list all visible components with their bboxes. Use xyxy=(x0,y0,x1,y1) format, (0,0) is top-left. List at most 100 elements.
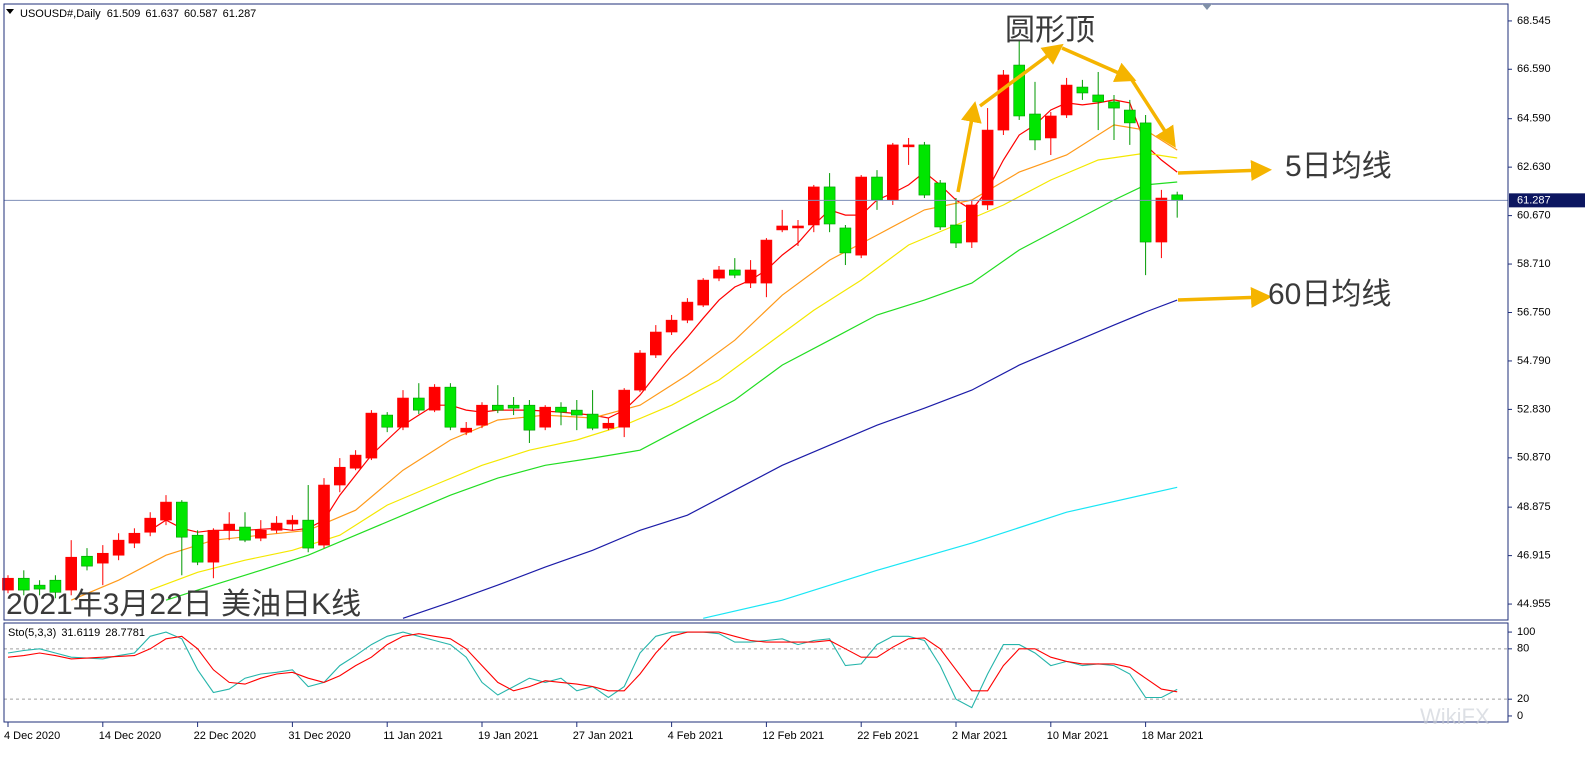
candle-body xyxy=(965,204,978,243)
y-tick-label: 50.870 xyxy=(1517,452,1551,464)
shift-marker[interactable] xyxy=(1202,4,1212,10)
candle-body xyxy=(412,397,425,411)
y-tick-label: 62.630 xyxy=(1517,161,1551,173)
candle-body xyxy=(807,186,820,226)
candle-body xyxy=(760,239,773,284)
candle-body xyxy=(286,519,299,525)
candle-body xyxy=(1092,94,1104,103)
close-value: 61.287 xyxy=(223,8,257,20)
candle-body xyxy=(618,389,631,428)
y-tick-label: 58.710 xyxy=(1517,258,1551,270)
oscillator-frame xyxy=(3,622,1509,723)
x-tick-label: 18 Mar 2021 xyxy=(1142,730,1204,742)
candle-body xyxy=(886,144,899,201)
candle-body xyxy=(649,331,662,356)
candle-body xyxy=(1139,122,1152,243)
candle-body xyxy=(918,144,931,196)
candle-body xyxy=(634,352,646,391)
y-tick-label: 0 xyxy=(1517,710,1523,722)
chart-title: 2021年3月22日 美油日K线 xyxy=(6,588,361,621)
candle-body xyxy=(207,529,220,563)
candle-body xyxy=(602,422,615,429)
x-tick-label: 11 Jan 2021 xyxy=(383,730,443,742)
x-tick-label: 12 Feb 2021 xyxy=(762,730,824,742)
candle-body xyxy=(460,427,473,433)
candle-body xyxy=(223,523,235,531)
candle-body xyxy=(17,577,30,591)
candle-body xyxy=(33,584,46,590)
candle-body xyxy=(744,269,757,284)
candle-body xyxy=(255,529,267,539)
y-tick-label: 68.545 xyxy=(1517,15,1551,27)
candle-body xyxy=(523,404,536,431)
candle-body xyxy=(318,484,330,546)
candle-body xyxy=(333,466,346,486)
candle-body xyxy=(539,406,552,428)
x-tick-label: 19 Jan 2021 xyxy=(478,730,539,742)
x-tick-label: 14 Dec 2020 xyxy=(99,730,161,742)
y-tick-label: 100 xyxy=(1517,626,1535,638)
annotation: 圆形顶 xyxy=(1005,14,1095,47)
x-tick-label: 4 Feb 2021 xyxy=(668,730,724,742)
candle-body xyxy=(65,556,77,591)
candle-body xyxy=(902,144,915,148)
candle-body xyxy=(1108,101,1120,109)
candle-body xyxy=(839,227,852,254)
x-tick-label: 10 Mar 2021 xyxy=(1047,730,1109,742)
candle-body xyxy=(270,522,283,531)
candle-body xyxy=(444,386,457,428)
candle-body xyxy=(160,501,172,521)
moving-average-line xyxy=(402,299,1178,619)
candle-body xyxy=(428,386,441,411)
high-value: 61.637 xyxy=(145,8,179,20)
candle-body xyxy=(1076,86,1089,94)
moving-average-line xyxy=(703,486,1178,619)
candle-body xyxy=(713,269,725,279)
candle-body xyxy=(1045,115,1057,139)
y-tick-label: 20 xyxy=(1517,693,1529,705)
oscillator-header: Sto(5,3,3) 31.6119 28.7781 xyxy=(8,627,145,639)
x-tick-label: 27 Jan 2021 xyxy=(573,730,634,742)
y-tick-label: 48.875 xyxy=(1517,501,1551,513)
candle-body xyxy=(476,404,488,426)
y-tick-label: 80 xyxy=(1517,643,1529,655)
candle-body xyxy=(128,532,141,544)
candle-body xyxy=(144,517,156,533)
x-tick-label: 31 Dec 2020 xyxy=(288,730,350,742)
arrow xyxy=(1130,79,1176,148)
candle-body xyxy=(665,319,678,333)
y-tick-label: 44.955 xyxy=(1517,598,1551,610)
arrow xyxy=(956,101,982,193)
candle-body xyxy=(855,176,868,256)
candle-body xyxy=(1124,109,1136,124)
arrow xyxy=(1177,286,1272,308)
oscillator-line xyxy=(7,631,1178,693)
y-tick-label: 64.590 xyxy=(1517,113,1551,125)
candle-body xyxy=(776,225,789,231)
x-tick-label: 22 Dec 2020 xyxy=(194,730,256,742)
arrow xyxy=(978,43,1064,108)
main-panel: 44.955 46.915 48.875 50.870 52.830 54.790 56.7… xyxy=(2,15,1585,742)
moving-average-line xyxy=(149,99,1178,533)
menu-triangle[interactable] xyxy=(6,9,14,14)
x-tick-label: 22 Feb 2021 xyxy=(857,730,919,742)
symbol: USOUSD#,Daily xyxy=(20,8,101,20)
candle-body xyxy=(2,577,14,591)
candle-body xyxy=(570,409,583,416)
candle-body xyxy=(1171,194,1183,201)
y-tick-label: 56.750 xyxy=(1517,306,1551,318)
candle-body xyxy=(681,301,694,321)
candle-body xyxy=(997,74,1010,131)
candle-body xyxy=(792,225,804,229)
y-tick-label: 60.670 xyxy=(1517,210,1551,222)
candle-body xyxy=(365,412,378,459)
candle-body xyxy=(302,519,315,549)
candle-body xyxy=(507,404,520,409)
y-tick-label: 52.830 xyxy=(1517,403,1551,415)
main-frame xyxy=(3,3,1509,621)
candle-body xyxy=(491,404,504,411)
candle-body xyxy=(555,406,567,413)
annotation: 60日均线 xyxy=(1268,278,1391,311)
candle-body xyxy=(349,454,362,469)
